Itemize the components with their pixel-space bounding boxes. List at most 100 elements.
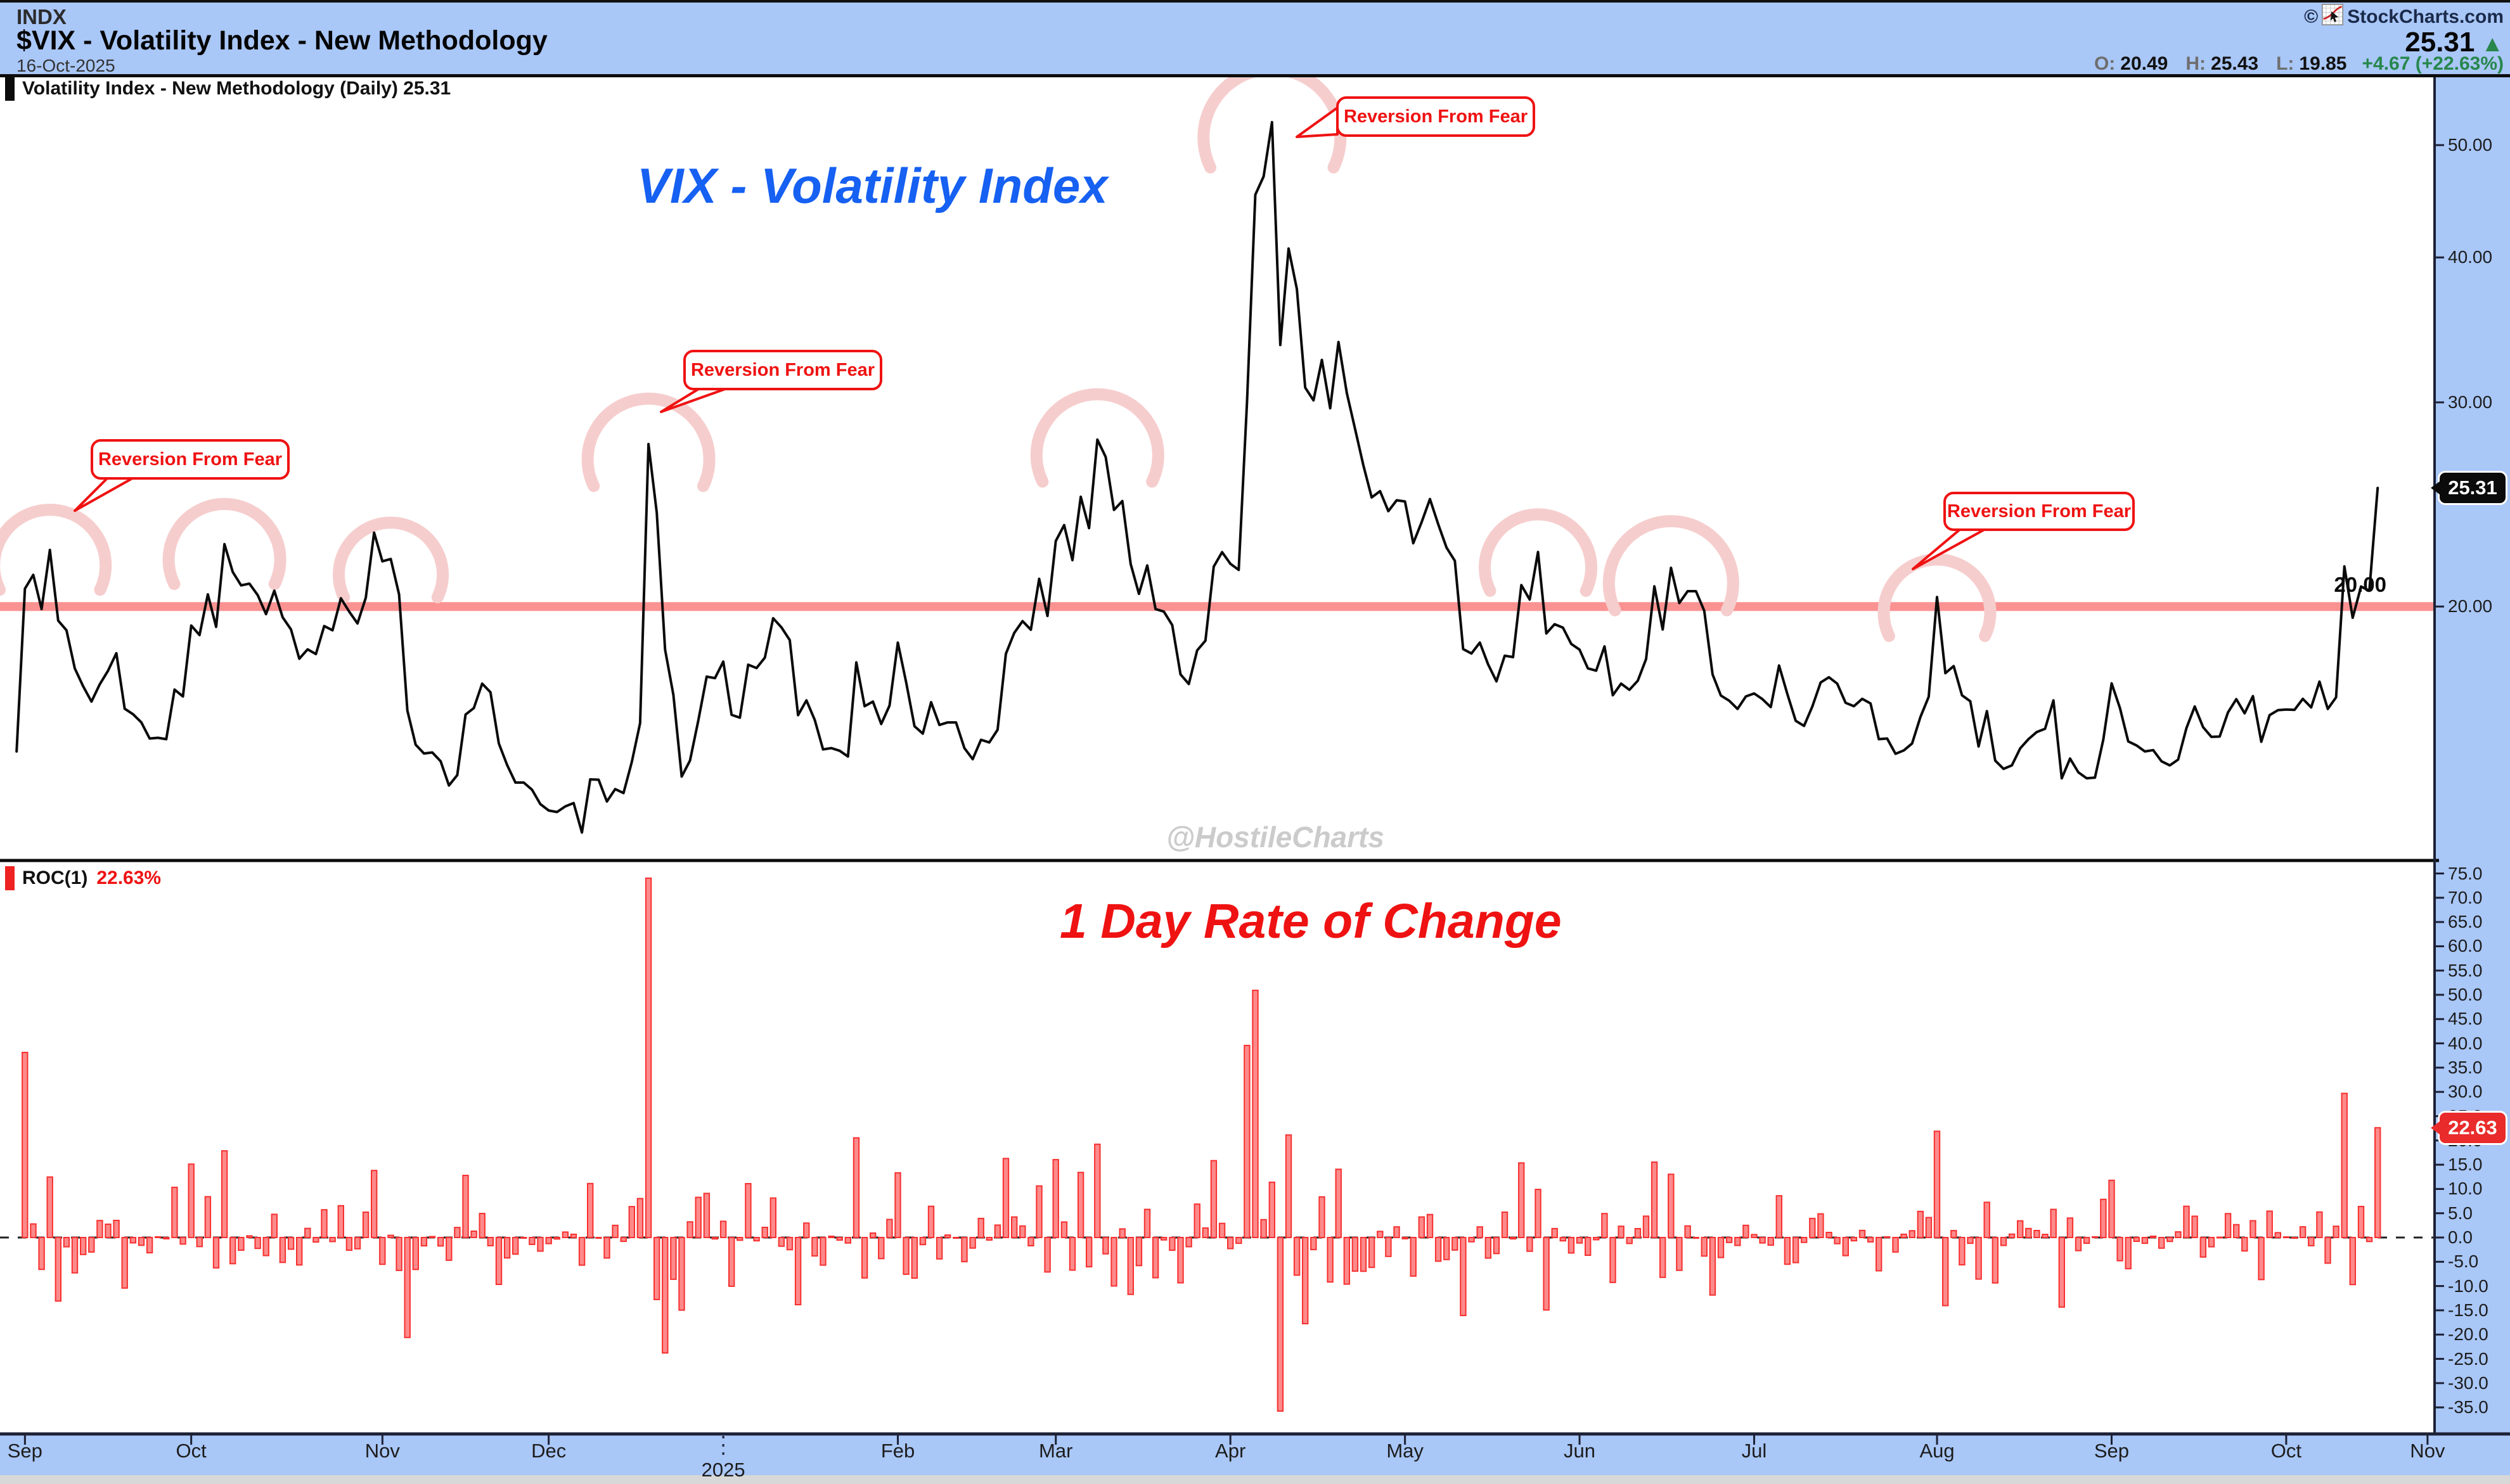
x-axis-month-label: Sep — [7, 1440, 42, 1462]
roc-bar — [1535, 1189, 1541, 1238]
roc-bar — [2116, 1237, 2123, 1262]
roc-bar — [662, 1237, 669, 1354]
up-triangle-icon: ▲ — [2481, 30, 2504, 56]
roc-bar — [2017, 1220, 2024, 1238]
roc-bar — [919, 1237, 927, 1246]
x-axis-month-label: Aug — [1919, 1440, 1955, 1462]
roc-bar — [1451, 1237, 1458, 1251]
x-axis-month-label: Oct — [2270, 1440, 2302, 1462]
x-axis-year-label: 2025 — [701, 1459, 745, 1481]
roc-bar — [2183, 1205, 2190, 1238]
roc-bar — [2266, 1210, 2273, 1239]
roc-bar — [1567, 1237, 1575, 1254]
roc-bar — [304, 1227, 311, 1238]
low-value: 19.85 — [2299, 53, 2347, 74]
roc-bar — [703, 1193, 711, 1239]
roc-bar — [1701, 1237, 1708, 1257]
roc-bar — [428, 1236, 436, 1238]
roc-bar — [769, 1197, 776, 1238]
panel2-y-tick-label: 70.0 — [2448, 887, 2483, 907]
panel2-legend: ROC(1) 22.63% — [5, 866, 161, 890]
roc-bar — [1310, 1237, 1317, 1251]
x-axis-month-label: Nov — [2410, 1440, 2445, 1462]
roc-bar — [994, 1224, 1001, 1239]
x-axis-month-label: Mar — [1039, 1440, 1073, 1462]
callout-reversion-from-fear: Reversion From Fear — [1943, 492, 2135, 531]
roc-bar — [1094, 1143, 1101, 1239]
callout-reversion-from-fear: Reversion From Fear — [91, 439, 290, 480]
roc-bar — [612, 1224, 619, 1239]
panel1-legend-chip — [5, 77, 15, 101]
roc-bar — [1468, 1237, 1475, 1243]
panel1-y-tick-label: 30.00 — [2448, 392, 2493, 412]
open-label: O: — [2094, 53, 2116, 74]
roc-bar — [1027, 1237, 1034, 1246]
roc-bar — [1983, 1201, 1990, 1239]
roc-bar — [254, 1237, 261, 1250]
roc-bar — [603, 1237, 610, 1259]
roc-bar — [1418, 1216, 1426, 1238]
bottom-axis-gutter — [0, 1434, 2510, 1475]
roc-bar — [553, 1237, 560, 1240]
roc-bar — [969, 1237, 976, 1249]
roc-bar — [728, 1237, 735, 1287]
roc-bar — [387, 1234, 394, 1238]
roc-bar — [2050, 1208, 2057, 1238]
roc-bar — [1751, 1234, 1758, 1239]
roc-bar — [1626, 1237, 1633, 1244]
roc-bar — [371, 1170, 378, 1238]
roc-bar — [1908, 1230, 1915, 1239]
roc-bar — [836, 1237, 843, 1241]
roc-bar — [2133, 1237, 2140, 1242]
panel2-y-tick-label: -10.0 — [2448, 1276, 2488, 1296]
roc-bar — [495, 1237, 503, 1285]
price-line — [15, 120, 2379, 834]
roc-bar — [2175, 1231, 2182, 1238]
roc-bar — [961, 1237, 968, 1263]
roc-bar — [1434, 1237, 1442, 1262]
roc-bar — [1385, 1237, 1392, 1257]
roc-bar — [2241, 1237, 2248, 1252]
roc-bar — [1601, 1213, 1608, 1238]
roc-bar — [886, 1219, 893, 1238]
roc-bar — [844, 1237, 851, 1244]
roc-bar — [1867, 1237, 1874, 1243]
roc-bar — [1302, 1237, 1309, 1324]
roc-bar — [2149, 1236, 2157, 1238]
roc-bar — [1060, 1221, 1068, 1238]
roc-bar — [911, 1237, 918, 1279]
roc-bar — [2108, 1179, 2115, 1238]
x-axis-month-label: Jul — [1741, 1440, 1767, 1462]
panel1-legend-text: Volatility Index - New Methodology (Dail… — [22, 78, 451, 99]
panel2-y-tick-label: -25.0 — [2448, 1348, 2488, 1369]
brand-name: StockCharts.com — [2347, 6, 2504, 27]
roc-bar — [620, 1237, 627, 1243]
roc-bar — [537, 1237, 544, 1252]
roc-bar — [861, 1237, 868, 1279]
roc-bar — [1858, 1229, 1866, 1239]
panel2-y-tick-label: -20.0 — [2448, 1324, 2488, 1345]
roc-bar — [803, 1222, 810, 1238]
roc-bar — [1202, 1227, 1209, 1238]
roc-bar — [2141, 1237, 2149, 1244]
roc-bar — [2058, 1237, 2066, 1308]
roc-bar — [1576, 1237, 1583, 1244]
roc-bar — [745, 1183, 752, 1238]
roc-bar — [811, 1237, 818, 1257]
roc-bar — [1684, 1225, 1691, 1238]
stockcharts-brand-link[interactable]: © StockCharts.com — [2304, 4, 2504, 30]
roc-bar — [279, 1237, 286, 1263]
roc-bar — [2249, 1220, 2256, 1238]
roc-bar — [1967, 1237, 1974, 1244]
roc-bar — [1318, 1196, 1325, 1239]
roc-bar — [1351, 1237, 1359, 1272]
roc-bar — [1102, 1237, 1109, 1255]
roc-bar — [1767, 1237, 1774, 1246]
roc-bar — [1019, 1225, 1026, 1239]
top-border — [0, 0, 2510, 3]
roc-bar — [2274, 1232, 2282, 1239]
right-axis-gutter — [2436, 74, 2510, 1475]
roc-bar — [22, 1051, 29, 1239]
roc-bar — [1218, 1222, 1226, 1238]
